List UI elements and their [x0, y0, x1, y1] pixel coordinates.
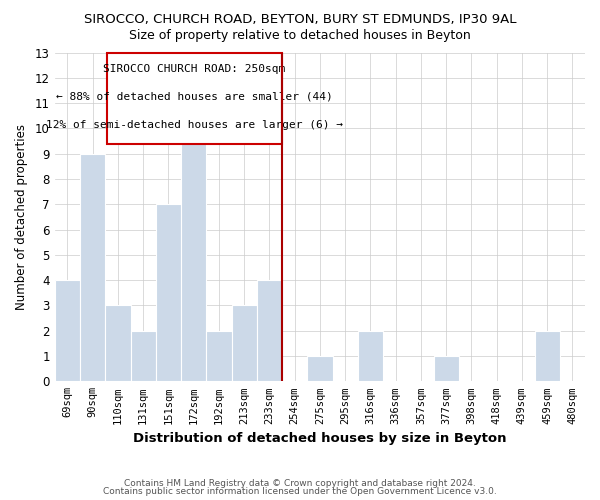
Bar: [131, 330, 156, 382]
Bar: [535, 330, 560, 382]
Bar: [358, 330, 383, 382]
Bar: [434, 356, 459, 382]
Bar: [307, 356, 332, 382]
Bar: [55, 280, 80, 382]
FancyBboxPatch shape: [107, 52, 282, 144]
Text: Size of property relative to detached houses in Beyton: Size of property relative to detached ho…: [129, 28, 471, 42]
Y-axis label: Number of detached properties: Number of detached properties: [15, 124, 28, 310]
Bar: [80, 154, 106, 382]
Text: Contains HM Land Registry data © Crown copyright and database right 2024.: Contains HM Land Registry data © Crown c…: [124, 478, 476, 488]
Text: SIROCCO, CHURCH ROAD, BEYTON, BURY ST EDMUNDS, IP30 9AL: SIROCCO, CHURCH ROAD, BEYTON, BURY ST ED…: [84, 12, 516, 26]
Text: 12% of semi-detached houses are larger (6) →: 12% of semi-detached houses are larger (…: [46, 120, 343, 130]
Text: SIROCCO CHURCH ROAD: 250sqm: SIROCCO CHURCH ROAD: 250sqm: [103, 64, 286, 74]
Bar: [206, 330, 232, 382]
Bar: [156, 204, 181, 382]
Bar: [257, 280, 282, 382]
Bar: [181, 103, 206, 382]
Bar: [232, 306, 257, 382]
Text: Contains public sector information licensed under the Open Government Licence v3: Contains public sector information licen…: [103, 487, 497, 496]
Text: ← 88% of detached houses are smaller (44): ← 88% of detached houses are smaller (44…: [56, 92, 332, 102]
Bar: [106, 306, 131, 382]
X-axis label: Distribution of detached houses by size in Beyton: Distribution of detached houses by size …: [133, 432, 506, 445]
